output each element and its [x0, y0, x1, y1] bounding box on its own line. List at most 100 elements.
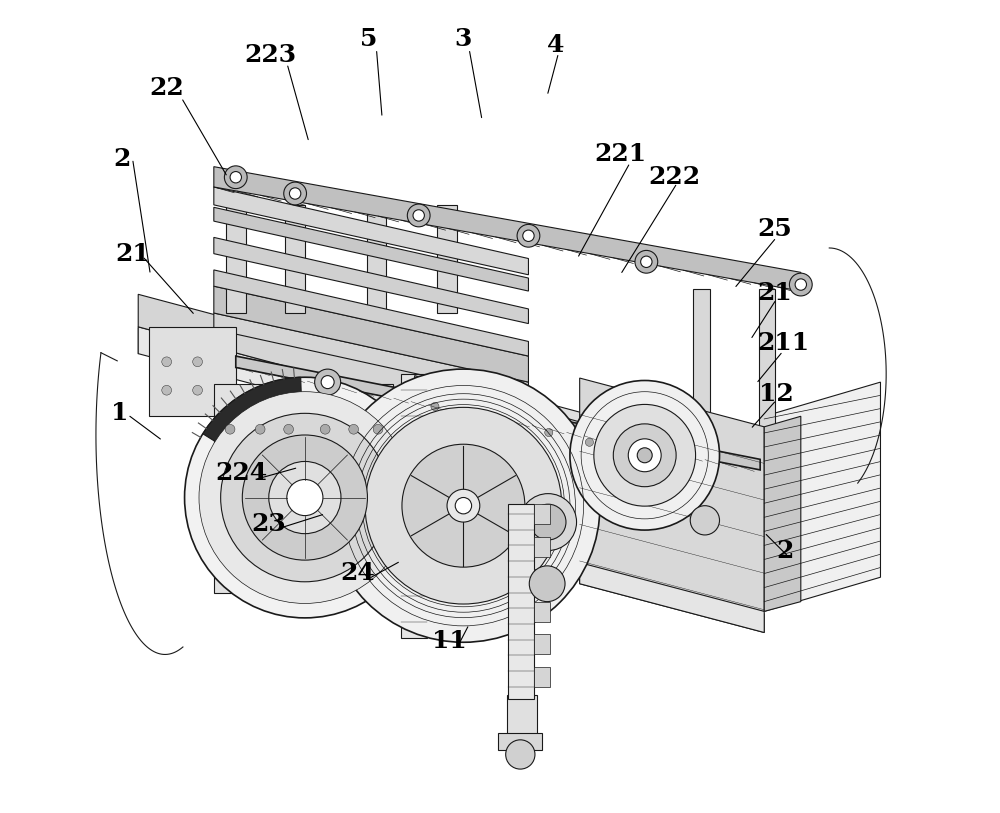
Polygon shape [214, 270, 528, 356]
Polygon shape [508, 504, 534, 699]
Polygon shape [214, 416, 394, 433]
Text: 222: 222 [649, 165, 701, 189]
Circle shape [185, 377, 425, 618]
Polygon shape [764, 382, 880, 611]
Circle shape [431, 402, 439, 411]
Polygon shape [214, 187, 528, 275]
Circle shape [327, 369, 600, 642]
Circle shape [221, 413, 389, 582]
Polygon shape [580, 378, 764, 611]
Circle shape [504, 419, 512, 427]
Polygon shape [401, 374, 427, 638]
Circle shape [269, 462, 341, 533]
Circle shape [255, 424, 265, 434]
Circle shape [585, 438, 593, 446]
Text: 22: 22 [149, 76, 184, 100]
Circle shape [795, 279, 807, 290]
Circle shape [635, 250, 658, 273]
Circle shape [641, 256, 652, 267]
Circle shape [789, 273, 812, 296]
Circle shape [193, 357, 202, 367]
Text: 3: 3 [455, 27, 472, 51]
Text: 223: 223 [245, 43, 297, 67]
Text: 224: 224 [215, 461, 268, 485]
Circle shape [613, 424, 676, 487]
Polygon shape [138, 327, 528, 457]
Text: 23: 23 [251, 512, 286, 537]
Text: 2: 2 [776, 539, 793, 563]
Polygon shape [534, 667, 550, 687]
Text: 4: 4 [547, 33, 564, 57]
Circle shape [523, 230, 534, 241]
Polygon shape [534, 634, 550, 654]
Text: 1: 1 [111, 401, 128, 425]
Circle shape [628, 439, 661, 472]
Circle shape [349, 424, 359, 434]
Polygon shape [528, 431, 801, 528]
Polygon shape [528, 398, 801, 502]
Polygon shape [580, 563, 764, 633]
Text: 25: 25 [757, 217, 792, 241]
Circle shape [289, 188, 301, 199]
Circle shape [287, 480, 323, 515]
Text: 21: 21 [115, 241, 150, 266]
Circle shape [637, 448, 652, 463]
Polygon shape [149, 327, 236, 416]
Circle shape [284, 424, 293, 434]
Text: 12: 12 [759, 382, 794, 406]
Polygon shape [214, 167, 801, 291]
Text: 11: 11 [432, 628, 467, 653]
Polygon shape [214, 313, 528, 398]
Polygon shape [415, 398, 646, 484]
Circle shape [365, 407, 562, 604]
Circle shape [320, 424, 330, 434]
Circle shape [193, 385, 202, 395]
Circle shape [506, 740, 535, 769]
Circle shape [284, 182, 307, 205]
Circle shape [529, 566, 565, 602]
Polygon shape [534, 569, 550, 589]
Polygon shape [534, 504, 550, 524]
Circle shape [242, 435, 367, 560]
Polygon shape [236, 356, 760, 470]
Polygon shape [214, 237, 528, 324]
Polygon shape [534, 537, 550, 557]
Text: 21: 21 [757, 280, 792, 305]
Circle shape [455, 498, 472, 514]
Polygon shape [203, 377, 305, 498]
Polygon shape [214, 384, 393, 593]
Circle shape [230, 172, 241, 183]
Circle shape [520, 493, 577, 550]
Polygon shape [214, 286, 528, 382]
Circle shape [402, 444, 525, 567]
Polygon shape [415, 376, 646, 463]
Circle shape [225, 424, 235, 434]
Text: 211: 211 [757, 331, 809, 355]
Circle shape [545, 428, 553, 437]
Text: 24: 24 [340, 561, 375, 585]
Circle shape [413, 210, 424, 221]
Circle shape [224, 166, 247, 189]
Polygon shape [437, 205, 457, 313]
Text: 5: 5 [360, 27, 377, 51]
Circle shape [594, 404, 696, 506]
Polygon shape [764, 416, 801, 611]
Circle shape [530, 504, 566, 540]
Circle shape [162, 357, 172, 367]
Circle shape [373, 424, 383, 434]
Polygon shape [759, 289, 775, 427]
Polygon shape [285, 205, 305, 313]
Circle shape [463, 409, 472, 417]
Circle shape [315, 369, 341, 395]
Polygon shape [507, 695, 537, 744]
Circle shape [162, 385, 172, 395]
Polygon shape [534, 602, 550, 622]
Polygon shape [226, 205, 246, 313]
Polygon shape [693, 289, 710, 427]
Circle shape [199, 392, 411, 603]
Polygon shape [214, 433, 394, 449]
Circle shape [447, 489, 480, 522]
Polygon shape [214, 207, 528, 291]
Circle shape [618, 447, 626, 455]
Circle shape [570, 380, 720, 530]
